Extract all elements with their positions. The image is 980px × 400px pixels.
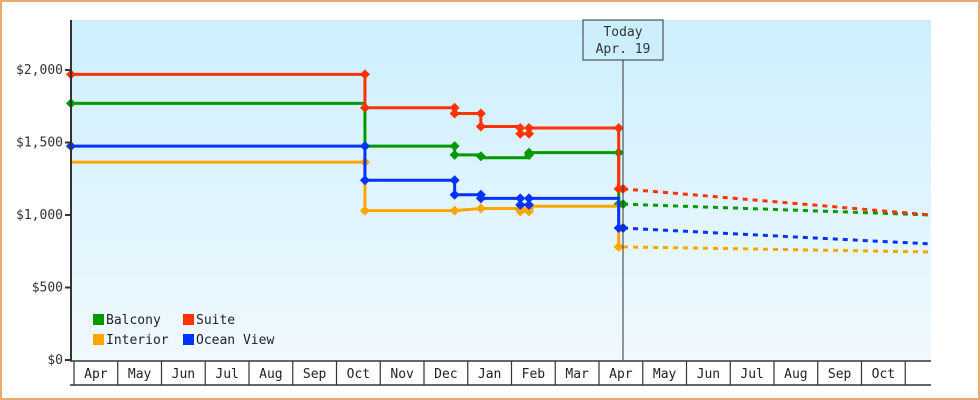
series-projection xyxy=(623,202,932,217)
series-line xyxy=(70,144,624,230)
data-point-marker[interactable] xyxy=(524,199,534,210)
data-point-marker[interactable] xyxy=(449,149,460,160)
series-projection xyxy=(623,245,932,254)
month-label: Jun xyxy=(172,367,195,382)
today-marker: Today Apr. 19 xyxy=(582,19,664,360)
data-point-marker[interactable] xyxy=(475,203,486,214)
data-point-marker[interactable] xyxy=(359,175,370,186)
y-tick-label: $1,500 xyxy=(16,136,63,151)
legend-swatch xyxy=(93,334,104,345)
month-label: Sep xyxy=(828,367,852,382)
series-ocean-view xyxy=(65,141,932,246)
month-label: Apr xyxy=(609,367,633,382)
month-label: Jun xyxy=(697,367,720,382)
y-tick-label: $0 xyxy=(47,353,63,368)
month-label: Apr xyxy=(84,367,108,382)
data-point-marker[interactable] xyxy=(524,147,534,158)
data-point-marker[interactable] xyxy=(515,128,526,139)
data-point-marker[interactable] xyxy=(475,121,486,132)
data-point-marker[interactable] xyxy=(359,141,370,152)
data-point-marker[interactable] xyxy=(449,108,460,119)
legend-swatch xyxy=(183,334,194,345)
data-point-marker[interactable] xyxy=(515,123,526,133)
data-point-marker[interactable] xyxy=(475,151,486,162)
data-point-marker[interactable] xyxy=(449,205,460,216)
y-tick-label: $1,000 xyxy=(16,208,63,223)
data-point-marker[interactable] xyxy=(515,199,526,210)
series-line xyxy=(70,72,624,191)
legend-item-ocean-view[interactable]: Ocean View xyxy=(183,333,274,348)
legend-label: Balcony xyxy=(106,313,161,328)
data-point-marker[interactable] xyxy=(449,141,460,152)
data-point-marker[interactable] xyxy=(359,102,370,113)
data-point-marker[interactable] xyxy=(449,189,460,200)
data-point-marker[interactable] xyxy=(613,123,624,133)
month-label: Jul xyxy=(740,367,763,382)
data-point-marker[interactable] xyxy=(524,123,534,133)
axes: $0 $500 $1,000 $1,500 $2,000 Apr May Jun Jul Aug… xyxy=(16,20,931,386)
series-layer xyxy=(65,69,932,254)
data-point-marker[interactable] xyxy=(475,193,486,204)
month-label: May xyxy=(128,367,152,382)
data-point-marker[interactable] xyxy=(515,193,526,204)
month-label: Oct xyxy=(347,367,370,382)
y-tick-label: $500 xyxy=(32,281,63,296)
legend-item-balcony[interactable]: Balcony xyxy=(93,313,161,328)
month-label: Aug xyxy=(259,367,282,382)
month-label: Oct xyxy=(872,367,895,382)
legend-label: Ocean View xyxy=(196,333,274,348)
today-label: Today xyxy=(603,25,642,40)
series-projection xyxy=(622,187,932,217)
legend-label: Interior xyxy=(106,333,169,348)
month-label: Sep xyxy=(303,367,327,382)
data-point-marker[interactable] xyxy=(524,128,534,139)
data-point-marker[interactable] xyxy=(449,175,460,186)
today-date: Apr. 19 xyxy=(596,42,651,57)
month-label: Nov xyxy=(390,367,414,382)
month-label: Jan xyxy=(478,367,501,382)
legend-item-suite[interactable]: Suite xyxy=(183,313,235,328)
data-point-marker[interactable] xyxy=(359,205,370,216)
today-box xyxy=(582,19,664,61)
legend-label: Suite xyxy=(196,313,235,328)
data-point-marker[interactable] xyxy=(524,193,534,204)
data-point-marker[interactable] xyxy=(449,102,460,113)
month-label: May xyxy=(653,367,677,382)
month-label: Dec xyxy=(434,367,457,382)
month-label: Jul xyxy=(215,367,238,382)
data-point-marker[interactable] xyxy=(359,69,370,80)
series-projection xyxy=(622,226,932,246)
y-ticks: $0 $500 $1,000 $1,500 $2,000 xyxy=(16,63,71,368)
month-label: Aug xyxy=(784,367,807,382)
legend: Balcony Suite Interior Ocean View xyxy=(93,313,274,348)
y-tick-label: $2,000 xyxy=(16,63,63,78)
month-label: Mar xyxy=(565,367,589,382)
plot-area xyxy=(71,20,931,360)
legend-swatch xyxy=(93,314,104,325)
data-point-marker[interactable] xyxy=(613,241,624,252)
data-point-marker[interactable] xyxy=(475,108,486,119)
x-month-labels: Apr May Jun Jul Aug Sep Oct Nov Dec Jan Feb Mar Apr M… xyxy=(73,361,906,385)
legend-item-interior[interactable]: Interior xyxy=(93,333,169,348)
legend-swatch xyxy=(183,314,194,325)
month-label: Feb xyxy=(522,367,546,382)
data-point-marker[interactable] xyxy=(515,206,526,217)
